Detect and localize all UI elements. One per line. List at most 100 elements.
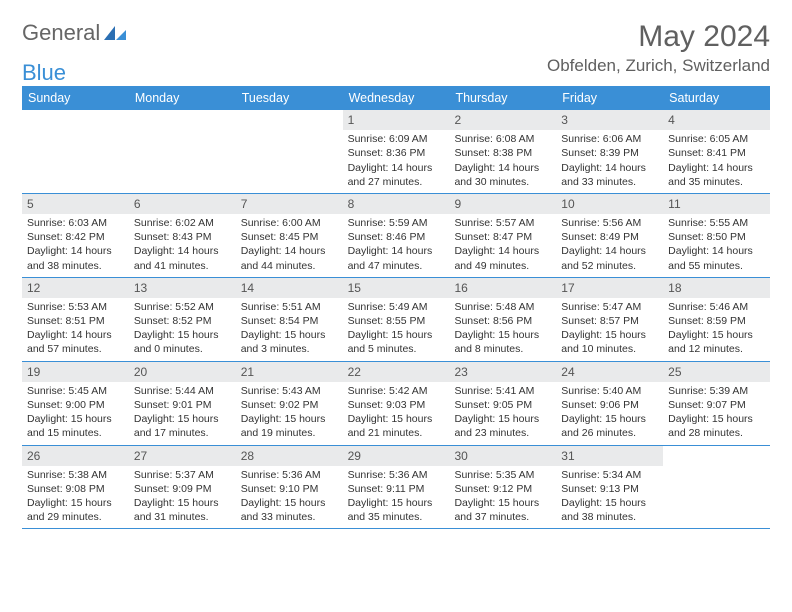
sunset-line: Sunset: 9:09 PM [134, 482, 231, 496]
day-number: 15 [343, 278, 450, 298]
sunrise-line: Sunrise: 5:47 AM [561, 300, 658, 314]
daylight-line1: Daylight: 14 hours [241, 244, 338, 258]
day-body: Sunrise: 5:57 AMSunset: 8:47 PMDaylight:… [449, 214, 556, 277]
day-cell [663, 446, 770, 529]
daylight-line2: and 23 minutes. [454, 426, 551, 440]
daylight-line2: and 52 minutes. [561, 259, 658, 273]
daylight-line1: Daylight: 15 hours [561, 496, 658, 510]
day-cell: 13Sunrise: 5:52 AMSunset: 8:52 PMDayligh… [129, 278, 236, 361]
sunrise-line: Sunrise: 5:42 AM [348, 384, 445, 398]
sunset-line: Sunset: 8:51 PM [27, 314, 124, 328]
sunrise-line: Sunrise: 5:37 AM [134, 468, 231, 482]
day-body [236, 130, 343, 136]
day-number [663, 446, 770, 466]
daylight-line1: Daylight: 14 hours [454, 244, 551, 258]
sunrise-line: Sunrise: 5:38 AM [27, 468, 124, 482]
sunrise-line: Sunrise: 5:55 AM [668, 216, 765, 230]
day-cell: 26Sunrise: 5:38 AMSunset: 9:08 PMDayligh… [22, 446, 129, 529]
sunrise-line: Sunrise: 5:41 AM [454, 384, 551, 398]
sunset-line: Sunset: 8:55 PM [348, 314, 445, 328]
sunset-line: Sunset: 9:02 PM [241, 398, 338, 412]
daylight-line1: Daylight: 15 hours [134, 412, 231, 426]
day-number: 29 [343, 446, 450, 466]
logo-word2: Blue [22, 60, 66, 85]
sunrise-line: Sunrise: 6:03 AM [27, 216, 124, 230]
daylight-line1: Daylight: 14 hours [668, 161, 765, 175]
sail-icon [102, 24, 128, 42]
daylight-line1: Daylight: 15 hours [454, 496, 551, 510]
logo-word2-wrap: Blue [22, 60, 66, 86]
day-cell: 19Sunrise: 5:45 AMSunset: 9:00 PMDayligh… [22, 362, 129, 445]
sunrise-line: Sunrise: 6:09 AM [348, 132, 445, 146]
sunset-line: Sunset: 8:41 PM [668, 146, 765, 160]
daylight-line1: Daylight: 14 hours [561, 244, 658, 258]
day-cell: 24Sunrise: 5:40 AMSunset: 9:06 PMDayligh… [556, 362, 663, 445]
day-label-mon: Monday [129, 86, 236, 110]
daylight-line1: Daylight: 15 hours [348, 412, 445, 426]
daylight-line1: Daylight: 14 hours [134, 244, 231, 258]
day-body: Sunrise: 5:36 AMSunset: 9:11 PMDaylight:… [343, 466, 450, 529]
sunset-line: Sunset: 8:43 PM [134, 230, 231, 244]
sunset-line: Sunset: 8:36 PM [348, 146, 445, 160]
daylight-line2: and 33 minutes. [241, 510, 338, 524]
sunrise-line: Sunrise: 5:35 AM [454, 468, 551, 482]
daylight-line1: Daylight: 14 hours [27, 328, 124, 342]
daylight-line2: and 3 minutes. [241, 342, 338, 356]
day-body: Sunrise: 5:47 AMSunset: 8:57 PMDaylight:… [556, 298, 663, 361]
day-cell: 20Sunrise: 5:44 AMSunset: 9:01 PMDayligh… [129, 362, 236, 445]
daylight-line1: Daylight: 14 hours [27, 244, 124, 258]
day-cell: 1Sunrise: 6:09 AMSunset: 8:36 PMDaylight… [343, 110, 450, 193]
day-cell [22, 110, 129, 193]
day-number: 16 [449, 278, 556, 298]
sunset-line: Sunset: 9:07 PM [668, 398, 765, 412]
sunset-line: Sunset: 8:45 PM [241, 230, 338, 244]
day-cell: 22Sunrise: 5:42 AMSunset: 9:03 PMDayligh… [343, 362, 450, 445]
header-row: General May 2024 [22, 20, 770, 54]
day-cell: 9Sunrise: 5:57 AMSunset: 8:47 PMDaylight… [449, 194, 556, 277]
day-body: Sunrise: 6:09 AMSunset: 8:36 PMDaylight:… [343, 130, 450, 193]
day-number: 30 [449, 446, 556, 466]
sunrise-line: Sunrise: 5:39 AM [668, 384, 765, 398]
calendar-page: General May 2024 Blue Obfelden, Zurich, … [0, 0, 792, 529]
day-body: Sunrise: 5:45 AMSunset: 9:00 PMDaylight:… [22, 382, 129, 445]
daylight-line1: Daylight: 15 hours [348, 328, 445, 342]
sunrise-line: Sunrise: 5:53 AM [27, 300, 124, 314]
day-cell: 15Sunrise: 5:49 AMSunset: 8:55 PMDayligh… [343, 278, 450, 361]
sunrise-line: Sunrise: 5:43 AM [241, 384, 338, 398]
day-number: 17 [556, 278, 663, 298]
sunrise-line: Sunrise: 6:02 AM [134, 216, 231, 230]
daylight-line1: Daylight: 15 hours [668, 412, 765, 426]
day-cell: 25Sunrise: 5:39 AMSunset: 9:07 PMDayligh… [663, 362, 770, 445]
day-cell: 17Sunrise: 5:47 AMSunset: 8:57 PMDayligh… [556, 278, 663, 361]
day-number: 23 [449, 362, 556, 382]
day-body: Sunrise: 5:43 AMSunset: 9:02 PMDaylight:… [236, 382, 343, 445]
sunrise-line: Sunrise: 5:59 AM [348, 216, 445, 230]
daylight-line2: and 41 minutes. [134, 259, 231, 273]
daylight-line2: and 55 minutes. [668, 259, 765, 273]
daylight-line2: and 0 minutes. [134, 342, 231, 356]
sunrise-line: Sunrise: 5:36 AM [348, 468, 445, 482]
day-body: Sunrise: 5:37 AMSunset: 9:09 PMDaylight:… [129, 466, 236, 529]
daylight-line2: and 44 minutes. [241, 259, 338, 273]
sunrise-line: Sunrise: 6:05 AM [668, 132, 765, 146]
daylight-line2: and 33 minutes. [561, 175, 658, 189]
day-cell: 31Sunrise: 5:34 AMSunset: 9:13 PMDayligh… [556, 446, 663, 529]
day-number [236, 110, 343, 130]
daylight-line2: and 37 minutes. [454, 510, 551, 524]
daylight-line2: and 21 minutes. [348, 426, 445, 440]
day-body: Sunrise: 5:35 AMSunset: 9:12 PMDaylight:… [449, 466, 556, 529]
day-body: Sunrise: 5:49 AMSunset: 8:55 PMDaylight:… [343, 298, 450, 361]
sunset-line: Sunset: 9:01 PM [134, 398, 231, 412]
daylight-line2: and 8 minutes. [454, 342, 551, 356]
day-body: Sunrise: 6:05 AMSunset: 8:41 PMDaylight:… [663, 130, 770, 193]
day-cell: 12Sunrise: 5:53 AMSunset: 8:51 PMDayligh… [22, 278, 129, 361]
sunrise-line: Sunrise: 5:36 AM [241, 468, 338, 482]
day-number: 13 [129, 278, 236, 298]
day-cell: 5Sunrise: 6:03 AMSunset: 8:42 PMDaylight… [22, 194, 129, 277]
day-number [22, 110, 129, 130]
daylight-line2: and 12 minutes. [668, 342, 765, 356]
daylight-line1: Daylight: 15 hours [134, 496, 231, 510]
daylight-line2: and 10 minutes. [561, 342, 658, 356]
daylight-line2: and 47 minutes. [348, 259, 445, 273]
day-number: 4 [663, 110, 770, 130]
